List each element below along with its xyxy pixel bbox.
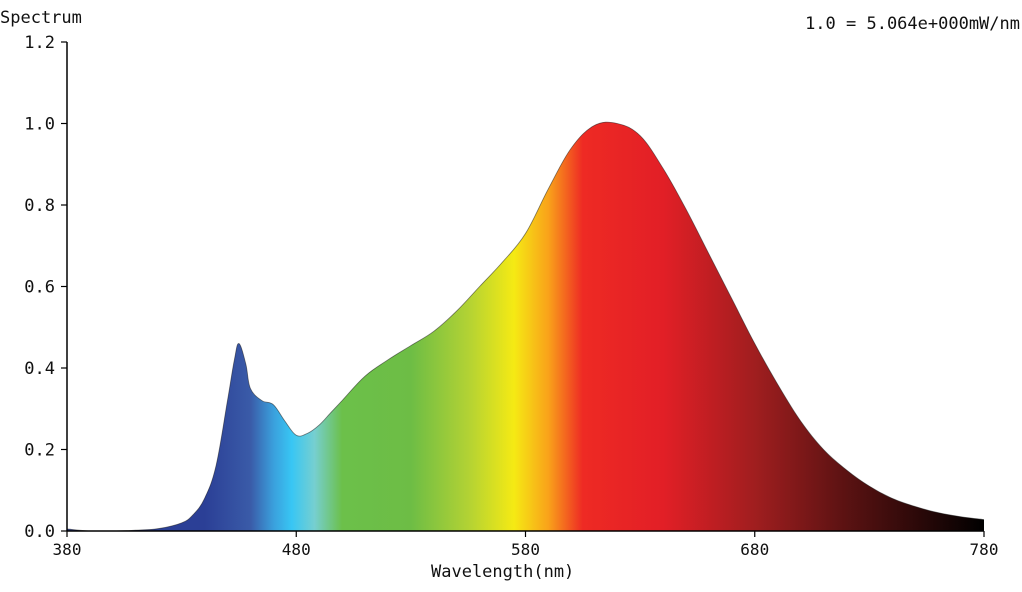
spectrum-line [66,121,985,532]
normalization-note: 1.0 = 5.064e+000mW/nm [805,14,1020,34]
x-tick-label: 680 [740,540,769,559]
y-tick-label: 0.8 [24,196,55,216]
y-tick-label: 0.0 [24,522,55,542]
y-tick-label: 1.2 [24,33,55,53]
x-tick-label: 380 [53,540,82,559]
chart-title: Spectrum [0,8,82,28]
y-tick-label: 1.0 [24,115,55,135]
tick-layer: 380 480 580 680 780 0.0 0.2 0.4 0.6 0.8 1.0 1.2 [24,33,998,559]
y-tick-label: 0.6 [24,278,55,298]
x-axis-label: Wavelength(nm) [431,562,575,582]
y-tick-label: 0.4 [24,359,55,379]
x-tick-label: 780 [970,540,999,559]
spectrum-area-layer [66,121,985,532]
spectrum-area [67,122,984,531]
x-tick-label: 480 [282,540,311,559]
x-tick-label: 580 [511,540,540,559]
y-tick-label: 0.2 [24,441,55,461]
